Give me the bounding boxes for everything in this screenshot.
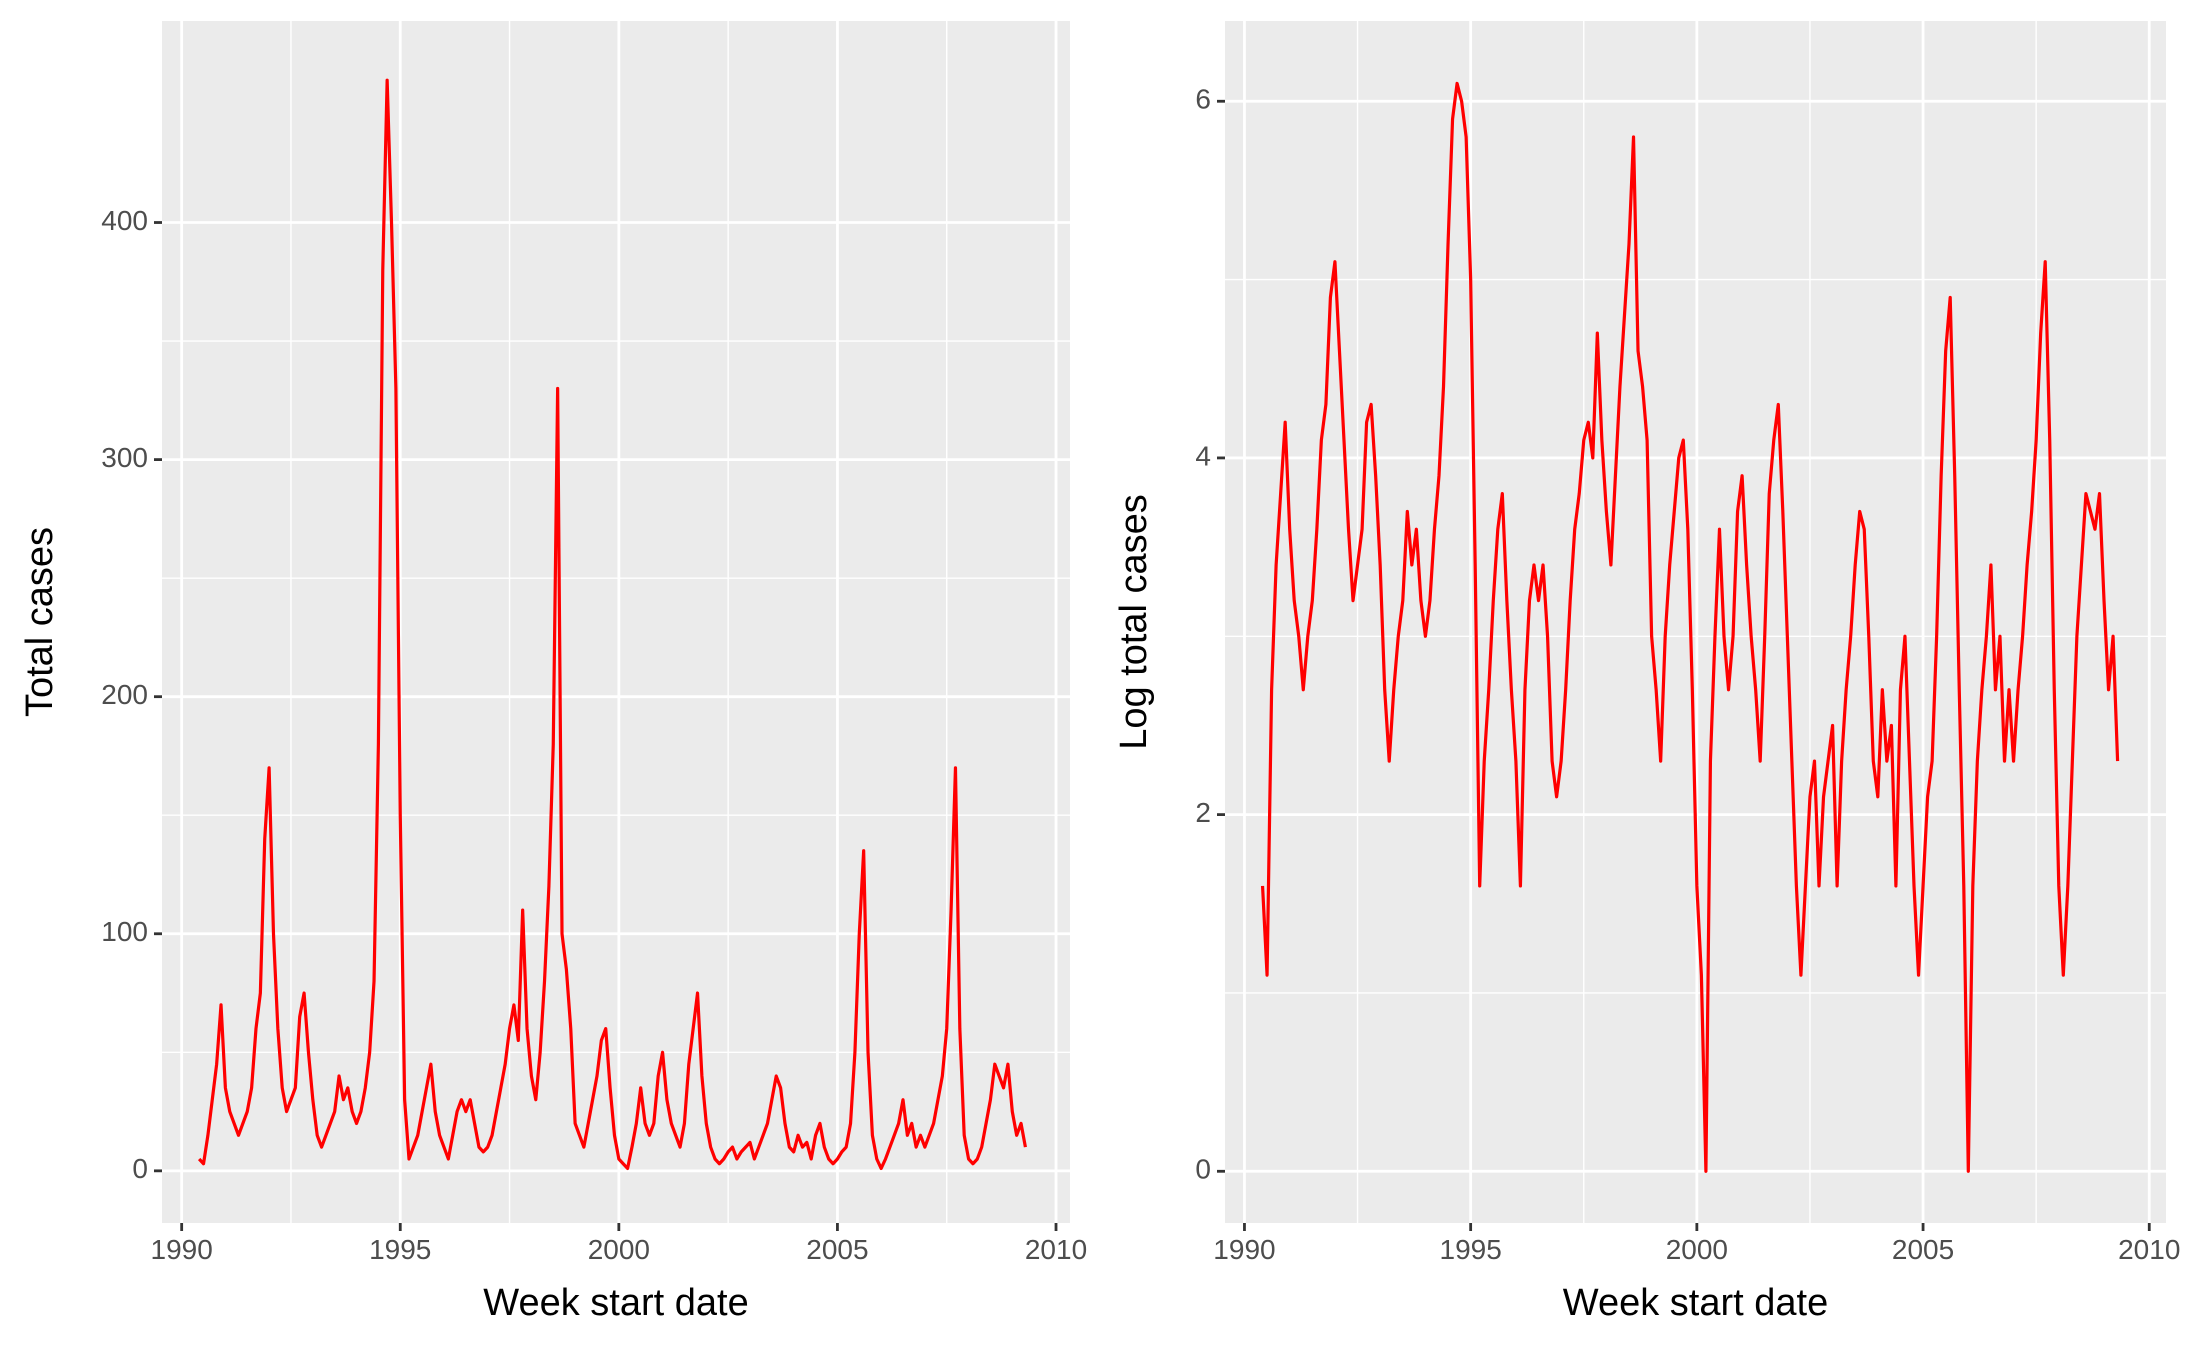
- x-tick-label: 2000: [1666, 1234, 1728, 1265]
- y-axis-title: Total cases: [19, 527, 61, 717]
- x-tick-label: 2005: [1892, 1234, 1954, 1265]
- x-tick-label: 1995: [369, 1234, 431, 1265]
- y-tick-label: 6: [1195, 84, 1211, 115]
- x-tick-label: 2010: [1025, 1234, 1087, 1265]
- x-tick-label: 1990: [1213, 1234, 1275, 1265]
- x-axis-title: Week start date: [1563, 1282, 1828, 1324]
- y-tick-label: 200: [101, 679, 148, 710]
- x-axis-title: Week start date: [483, 1282, 748, 1324]
- x-tick-label: 2010: [2118, 1234, 2180, 1265]
- panel: 0 2 4 6 1990 1995 2000 2005 2010 Week start date L…: [1113, 21, 2180, 1324]
- y-tick-label: 0: [132, 1153, 148, 1184]
- y-tick-label: 100: [101, 916, 148, 947]
- x-tick-label: 2000: [588, 1234, 650, 1265]
- data-line: [1260, 81, 2120, 1173]
- data-line: [197, 78, 1027, 1171]
- x-tick-label: 2005: [806, 1234, 868, 1265]
- y-tick-label: 0: [1195, 1154, 1211, 1185]
- panel: 0 100 200 300 400 1990 1995 2000 2005 2010 Week st…: [19, 21, 1087, 1324]
- y-tick-label: 400: [101, 205, 148, 236]
- x-tick-label: 1995: [1440, 1234, 1502, 1265]
- y-tick-label: 4: [1195, 440, 1211, 471]
- y-axis-title: Log total cases: [1113, 494, 1155, 750]
- y-tick-label: 2: [1195, 797, 1211, 828]
- x-tick-label: 1990: [151, 1234, 213, 1265]
- y-tick-label: 300: [101, 442, 148, 473]
